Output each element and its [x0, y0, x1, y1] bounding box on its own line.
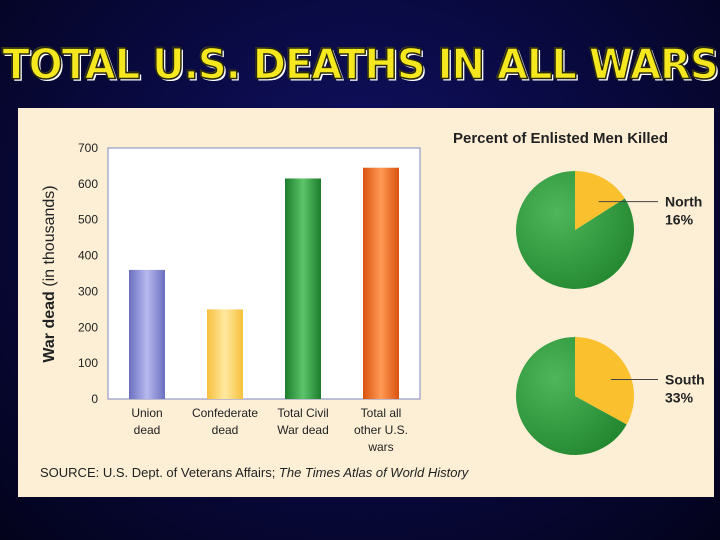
pie-title: Percent of Enlisted Men Killed [453, 130, 669, 147]
chart-panel: War dead (in thousands) 0 100 200 300 400 500… [18, 108, 714, 497]
x-category-label: Total Civil War dead [277, 406, 329, 437]
pie-label-value: 16% [665, 212, 694, 228]
chart-canvas: War dead (in thousands) 0 100 200 300 400 500… [41, 141, 705, 456]
pie-label-north: North 16% [665, 194, 702, 228]
bar-0 [129, 269, 165, 399]
pie-slice-south-other [516, 337, 627, 456]
x-category-label-line: dead [212, 423, 239, 437]
x-category-label: Confederate dead [192, 406, 258, 437]
pie-slice-south-killed [575, 337, 634, 425]
x-category-label-line: Total Civil [277, 406, 328, 420]
x-category-label-line: Confederate [192, 406, 258, 420]
y-tick-label: 600 [78, 177, 98, 191]
x-category-label-line: dead [134, 423, 161, 437]
pie-label-name: South [665, 371, 705, 387]
y-tick-label: 100 [78, 356, 98, 370]
slide-title: TOTAL U.S. DEATHS IN ALL WARS [2, 40, 720, 90]
pie-label-value: 33% [665, 389, 694, 405]
pie-slice-north-killed [575, 171, 625, 230]
x-category-label: Total all other U.S. wars [354, 406, 408, 454]
y-tick-label: 200 [78, 320, 98, 334]
y-tick-label: 300 [78, 284, 98, 298]
y-tick-label: 500 [78, 213, 98, 227]
source-italic: The Times Atlas of World History [278, 465, 469, 480]
y-axis-label-rest: (in thousands) [41, 185, 58, 291]
pie-label-south: South 33% [665, 371, 705, 405]
pie-label-name: North [665, 194, 702, 210]
x-category-label-line: War dead [277, 423, 329, 437]
bar-3 [363, 167, 399, 399]
y-axis-label-bold: War dead [41, 291, 58, 362]
x-category-label-line: Union [131, 406, 162, 420]
y-tick-label: 400 [78, 249, 98, 263]
x-category-label: Union dead [131, 406, 162, 437]
bar-1 [207, 309, 243, 399]
source-prefix: SOURCE: U.S. Dept. of Veterans Affairs; [40, 465, 279, 480]
y-axis-label: War dead (in thousands) [41, 185, 58, 362]
y-tick-label: 0 [91, 392, 98, 406]
x-category-label-line: wars [367, 440, 393, 454]
x-category-label-line: Total all [361, 406, 402, 420]
bar-2 [285, 178, 321, 399]
y-tick-label: 700 [78, 141, 98, 155]
source-line: SOURCE: U.S. Dept. of Veterans Affairs; … [40, 465, 468, 480]
x-category-label-line: other U.S. [354, 423, 408, 437]
